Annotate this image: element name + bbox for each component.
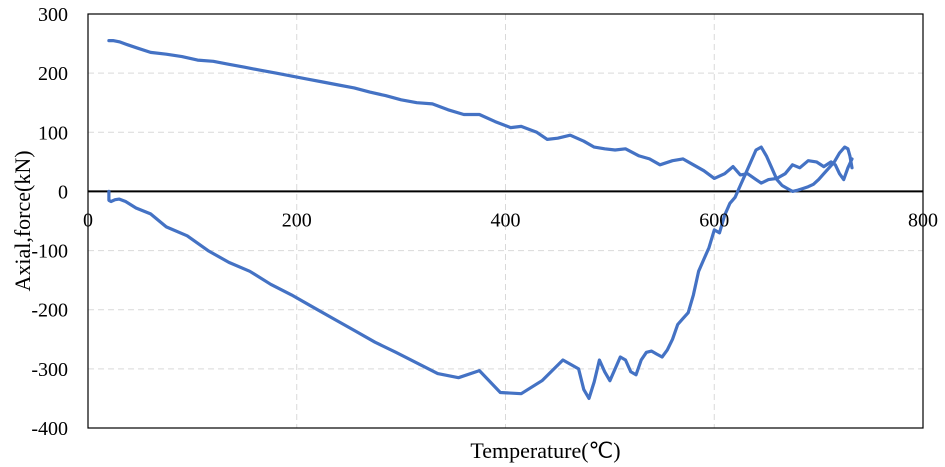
x-tick-labels: 0 200 400 600 800	[83, 209, 938, 231]
y-tick-label-4: -100	[31, 241, 68, 263]
y-tick-labels: 300 200 100 0 -100 -200 -300 -400	[31, 4, 68, 440]
y-axis-title: Axial,force(kN)	[10, 150, 35, 291]
x-tick-label-800: 800	[908, 209, 938, 231]
y-tick-label-7: -400	[31, 418, 68, 440]
x-tick-label-200: 200	[282, 209, 312, 231]
series-layer	[107, 38, 854, 400]
y-tick-label-0: 300	[38, 4, 68, 26]
x-tick-label-400: 400	[491, 209, 521, 231]
x-tick-label-0: 0	[83, 209, 93, 231]
x-axis-title: Temperature(℃)	[470, 438, 620, 463]
series-line-2	[107, 38, 854, 185]
y-tick-label-6: -300	[31, 359, 68, 381]
y-tick-label-5: -200	[31, 300, 68, 322]
y-tick-label-1: 200	[38, 63, 68, 85]
grid-lines	[88, 14, 923, 428]
x-tick-label-600: 600	[699, 209, 729, 231]
y-tick-label-2: 100	[38, 122, 68, 144]
series-line-1	[107, 145, 854, 400]
plot-area-border	[87, 13, 924, 429]
y-tick-label-3: 0	[58, 181, 68, 203]
